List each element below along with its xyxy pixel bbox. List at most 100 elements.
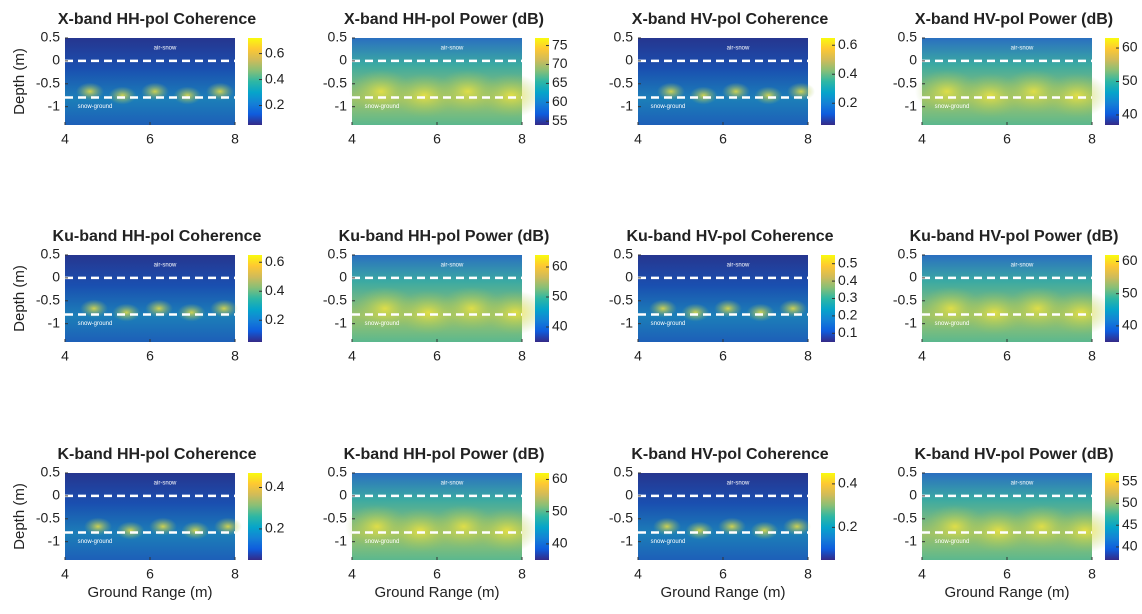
heatmap-texture — [746, 303, 775, 322]
panel: Ku-band HV-pol Power (dB) air-snow snow-gr… — [893, 228, 1138, 363]
y-tick-label: -1 — [48, 532, 61, 548]
heatmap-texture — [80, 299, 108, 318]
colorbar-tick-label: 0.4 — [838, 272, 858, 288]
colorbar-tick-label: 70 — [552, 55, 568, 71]
x-tick-label: 4 — [634, 566, 642, 582]
y-tick-label: -0.5 — [609, 74, 633, 90]
interface-label: air-snow — [441, 262, 464, 268]
heatmap-image — [65, 473, 235, 560]
x-tick-label: 6 — [146, 348, 154, 364]
heatmap-image — [638, 38, 808, 125]
interface-label: air-snow — [441, 45, 464, 51]
x-tick-label: 4 — [918, 131, 926, 147]
colorbar-tick-label: 75 — [552, 36, 568, 52]
panel-title: Ku-band HH-pol Power (dB) — [339, 228, 550, 245]
interface-label: snow-ground — [78, 539, 113, 545]
y-tick-label: -0.5 — [893, 509, 917, 525]
colorbar-tick-label: 0.4 — [838, 65, 858, 81]
y-tick-label: 0.5 — [41, 464, 61, 480]
x-tick-label: 6 — [146, 131, 154, 147]
interface-label: air-snow — [1011, 45, 1034, 51]
y-tick-label: 0 — [625, 487, 633, 503]
y-tick-label: -1 — [621, 532, 634, 548]
interface-label: snow-ground — [78, 321, 113, 327]
x-tick-label: 6 — [433, 566, 441, 582]
y-tick-label: 0 — [52, 487, 60, 503]
x-tick-label: 4 — [634, 348, 642, 364]
x-tick-label: 8 — [231, 131, 239, 147]
y-tick-label: 0.5 — [614, 29, 634, 45]
colorbar — [535, 255, 549, 342]
y-tick-label: -0.5 — [609, 291, 633, 307]
colorbar — [821, 255, 835, 342]
colorbar — [248, 473, 262, 560]
panel: K-band HV-pol Coherence air-snow snow-grou… — [609, 446, 858, 601]
interface-label: air-snow — [1011, 262, 1034, 268]
y-tick-label: -0.5 — [609, 509, 633, 525]
y-tick-label: 0.5 — [328, 29, 348, 45]
x-tick-label: 4 — [634, 131, 642, 147]
y-tick-label: -1 — [621, 97, 634, 113]
interface-label: air-snow — [154, 262, 177, 268]
y-tick-label: -1 — [905, 97, 918, 113]
y-tick-label: -1 — [335, 532, 348, 548]
y-tick-label: 0.5 — [898, 464, 918, 480]
y-tick-label: -0.5 — [323, 291, 347, 307]
colorbar-tick-label: 40 — [552, 535, 568, 551]
interface-label: snow-ground — [365, 321, 400, 327]
x-tick-label: 6 — [1003, 566, 1011, 582]
colorbar-tick-label: 0.4 — [265, 70, 285, 86]
colorbar-tick-label: 50 — [552, 288, 568, 304]
panel: X-band HV-pol Coherence air-snow snow-grou… — [609, 11, 858, 146]
heatmap-texture — [483, 290, 547, 335]
x-tick-label: 6 — [719, 348, 727, 364]
heatmap-texture — [149, 517, 177, 536]
colorbar-tick-label: 0.2 — [265, 311, 285, 327]
heatmap-texture — [141, 82, 169, 101]
interface-label: snow-ground — [365, 539, 400, 545]
y-tick-label: 0.5 — [614, 246, 634, 262]
y-tick-label: 0 — [625, 52, 633, 68]
colorbar-tick-label: 40 — [552, 318, 568, 334]
colorbar — [248, 38, 262, 125]
interface-label: snow-ground — [651, 321, 686, 327]
heatmap-texture — [779, 299, 807, 318]
heatmap-texture — [1049, 290, 1113, 335]
y-tick-label: 0.5 — [328, 464, 348, 480]
y-tick-label: -0.5 — [36, 74, 60, 90]
interface-label: air-snow — [727, 480, 750, 486]
x-tick-label: 6 — [719, 566, 727, 582]
y-tick-label: 0.5 — [898, 29, 918, 45]
colorbar-tick-label: 50 — [1122, 284, 1138, 300]
heatmap-texture — [783, 517, 811, 536]
heatmap-texture — [685, 521, 714, 540]
heatmap-texture — [206, 82, 234, 101]
panel: K-band HV-pol Power (dB) air-snow snow-gro… — [893, 446, 1138, 601]
x-tick-label: 4 — [918, 566, 926, 582]
interface-label: snow-ground — [365, 104, 400, 110]
interface-label: air-snow — [727, 45, 750, 51]
colorbar-tick-label: 40 — [1122, 106, 1138, 122]
x-tick-label: 6 — [719, 131, 727, 147]
y-tick-label: -0.5 — [893, 291, 917, 307]
x-axis-label: Ground Range (m) — [374, 584, 499, 601]
x-axis-label: Ground Range (m) — [660, 584, 785, 601]
y-tick-label: 0 — [909, 269, 917, 285]
colorbar-tick-label: 0.2 — [838, 94, 858, 110]
x-tick-label: 4 — [61, 566, 69, 582]
x-tick-label: 8 — [804, 131, 812, 147]
colorbar-tick-label: 50 — [1122, 72, 1138, 88]
x-tick-label: 8 — [518, 348, 526, 364]
panel-title: Ku-band HV-pol Power (dB) — [910, 228, 1119, 245]
heatmap-texture — [787, 82, 815, 101]
colorbar-tick-label: 40 — [1122, 317, 1138, 333]
heatmap-texture — [108, 86, 137, 105]
x-tick-label: 8 — [518, 566, 526, 582]
colorbar-tick-label: 0.4 — [265, 282, 285, 298]
colorbar — [821, 38, 835, 125]
colorbar-tick-label: 0.1 — [838, 324, 858, 340]
heatmap-image — [638, 473, 808, 560]
colorbar-tick-label: 65 — [552, 74, 568, 90]
heatmap-texture — [653, 517, 681, 536]
colorbar-tick-label: 0.2 — [265, 96, 285, 112]
